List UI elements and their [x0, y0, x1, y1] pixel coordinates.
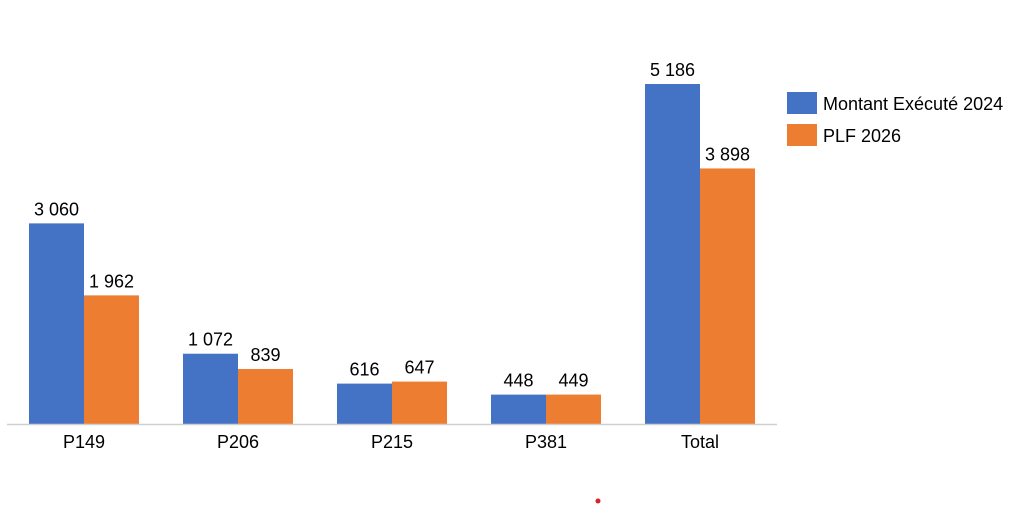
bar-montant-2024-total	[645, 84, 700, 424]
bar-plf-2026-p215	[392, 381, 447, 424]
x-tick-label-p381: P381	[525, 432, 567, 452]
bar-plf-2026-total	[700, 168, 755, 424]
bars-group	[29, 84, 755, 424]
bar-plf-2026-p206	[238, 368, 293, 424]
data-label-montant-2024-p149: 3 060	[34, 199, 79, 219]
data-label-plf-2026-p381: 449	[558, 371, 588, 391]
data-label-montant-2024-p206: 1 072	[188, 330, 233, 350]
legend-label-montant-2024: Montant Exécuté 2024	[823, 94, 1003, 114]
data-label-plf-2026-p215: 647	[404, 358, 434, 378]
x-tick-label-p206: P206	[217, 432, 259, 452]
bar-montant-2024-p149	[29, 223, 84, 424]
bar-montant-2024-p381	[491, 394, 546, 424]
data-label-plf-2026-p149: 1 962	[89, 271, 134, 291]
data-label-montant-2024-p381: 448	[503, 371, 533, 391]
bar-plf-2026-p381	[546, 394, 601, 424]
legend-swatch-plf-2026	[787, 124, 817, 146]
x-tick-label-total: Total	[681, 432, 719, 452]
x-tick-label-p215: P215	[371, 432, 413, 452]
legend: Montant Exécuté 2024 PLF 2026	[787, 92, 1003, 146]
x-tick-label-p149: P149	[63, 432, 105, 452]
legend-label-plf-2026: PLF 2026	[823, 126, 901, 146]
bar-montant-2024-p215	[337, 383, 392, 424]
x-axis-tick-labels: P149 P206 P215 P381 Total	[63, 432, 719, 452]
data-label-plf-2026-total: 3 898	[705, 144, 750, 164]
data-labels-group: 3 060 1 962 1 072 839 616 647 448 449 5 186 3 898	[34, 60, 750, 391]
legend-swatch-montant-2024	[787, 92, 817, 114]
bar-montant-2024-p206	[183, 353, 238, 424]
red-dot-marker	[595, 498, 601, 504]
data-label-montant-2024-p215: 616	[349, 360, 379, 380]
data-label-plf-2026-p206: 839	[250, 345, 280, 365]
data-label-montant-2024-total: 5 186	[650, 60, 695, 80]
bar-plf-2026-p149	[84, 295, 139, 424]
